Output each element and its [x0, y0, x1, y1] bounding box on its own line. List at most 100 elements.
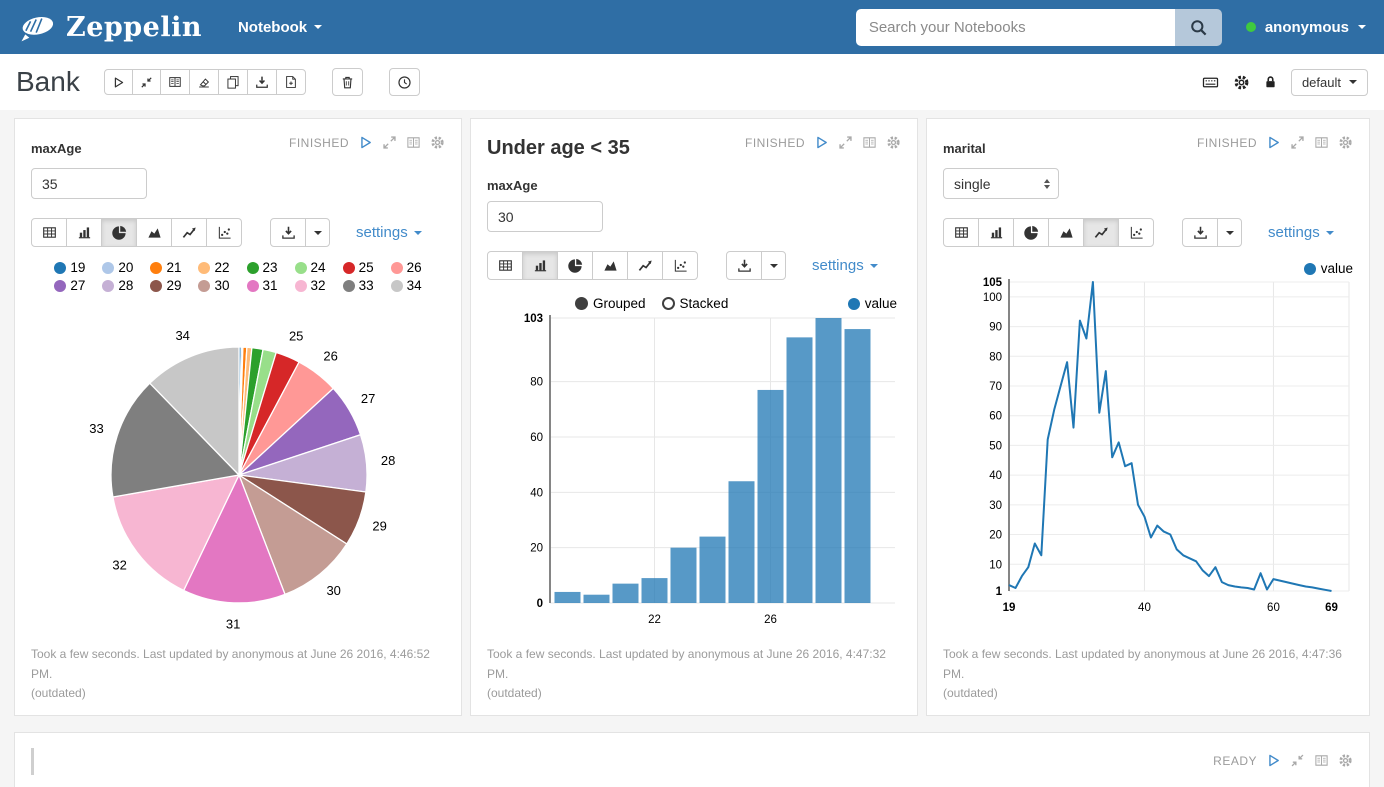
legend-item[interactable]: 31 [246, 278, 278, 293]
status-badge: FINISHED [744, 135, 805, 150]
grouped-mode-radio[interactable]: Grouped [575, 296, 646, 311]
legend-item[interactable]: 27 [54, 278, 85, 293]
chart-type-line-button[interactable] [627, 251, 663, 280]
chart-type-bar-button[interactable] [522, 251, 558, 280]
shrink-paragraph-button[interactable] [1290, 753, 1305, 768]
notebook-menu[interactable]: Notebook [238, 19, 323, 36]
toggle-editor-button[interactable] [1314, 753, 1329, 768]
legend-item[interactable]: 30 [198, 278, 230, 293]
paragraph-settings-button[interactable] [430, 135, 445, 150]
legend-item[interactable]: 20 [102, 260, 133, 275]
legend-item[interactable]: 33 [342, 278, 374, 293]
settings-link[interactable]: settings [356, 224, 422, 241]
legend-item[interactable]: 24 [294, 260, 326, 275]
import-note-button[interactable] [275, 69, 306, 95]
pie-chart[interactable]: 25 26 27 28 29 30 31 32 33 34 [31, 293, 445, 645]
brand[interactable]: Zeppelin [18, 12, 202, 43]
svg-text:30: 30 [989, 500, 1002, 512]
permissions-lock-icon[interactable] [1263, 74, 1278, 90]
download-caret-button[interactable] [305, 218, 330, 247]
legend-item[interactable]: 25 [342, 260, 374, 275]
chart-type-pie-button[interactable] [1013, 218, 1049, 247]
svg-text:60: 60 [989, 411, 1002, 423]
bar-chart[interactable]: 0 20 40 60 80 103 22 26 [487, 311, 901, 641]
download-caret-button[interactable] [1217, 218, 1242, 247]
search-input[interactable] [855, 8, 1175, 46]
paragraph-settings-button[interactable] [1338, 753, 1353, 768]
chart-type-table-button[interactable] [487, 251, 523, 280]
legend-item[interactable]: 19 [54, 260, 85, 275]
download-button[interactable] [270, 218, 306, 247]
toggle-output-button[interactable] [159, 69, 190, 95]
clear-output-button[interactable] [188, 69, 219, 95]
chart-type-scatter-button[interactable] [662, 251, 698, 280]
chart-type-scatter-button[interactable] [1118, 218, 1154, 247]
search-button[interactable] [1174, 8, 1222, 46]
chart-type-bar-button[interactable] [978, 218, 1014, 247]
line-chart[interactable]: 1 10 20 30 40 50 60 70 80 90 100 105 19 40 60 69 [943, 276, 1353, 624]
expand-paragraph-button[interactable] [1290, 135, 1305, 150]
empty-paragraph[interactable]: READY [14, 732, 1370, 787]
toggle-editor-button[interactable] [406, 135, 421, 150]
svg-text:40: 40 [1138, 602, 1151, 614]
chart-type-line-button[interactable] [1083, 218, 1119, 247]
interpreter-selector[interactable]: default [1290, 68, 1368, 96]
maxage-input[interactable] [31, 168, 147, 199]
legend-item[interactable]: 22 [198, 260, 230, 275]
chevron-down-icon [1349, 80, 1357, 84]
download-button[interactable] [1182, 218, 1218, 247]
run-paragraph-button[interactable] [814, 135, 829, 150]
legend-item[interactable]: 21 [150, 260, 181, 275]
legend-item[interactable]: 32 [294, 278, 326, 293]
run-paragraph-button[interactable] [358, 135, 373, 150]
scheduler-button[interactable] [388, 68, 420, 96]
run-all-button[interactable] [103, 69, 133, 95]
series-legend-item[interactable]: value [1303, 261, 1353, 276]
chart-type-area-button[interactable] [592, 251, 628, 280]
download-caret-button[interactable] [761, 251, 786, 280]
run-paragraph-button[interactable] [1266, 135, 1281, 150]
chart-type-area-button[interactable] [136, 218, 172, 247]
result-note: Took a few seconds. Last updated by anon… [487, 647, 886, 700]
expand-paragraph-button[interactable] [382, 135, 397, 150]
chart-type-scatter-button[interactable] [206, 218, 242, 247]
interpreter-gear-icon[interactable] [1233, 74, 1250, 91]
settings-link[interactable]: settings [812, 257, 878, 274]
chart-type-pie-button[interactable] [101, 218, 137, 247]
legend-label: 31 [262, 278, 278, 293]
keyboard-shortcuts-icon[interactable] [1201, 74, 1220, 91]
settings-link[interactable]: settings [1268, 224, 1334, 241]
chart-type-line-button[interactable] [171, 218, 207, 247]
paragraph-title: Under age < 35 [487, 137, 630, 159]
legend-item[interactable]: 34 [390, 278, 422, 293]
legend-label: 23 [262, 260, 278, 275]
download-button[interactable] [726, 251, 762, 280]
stacked-mode-radio[interactable]: Stacked [661, 296, 728, 311]
clone-note-button[interactable] [217, 69, 248, 95]
export-note-button[interactable] [246, 69, 277, 95]
legend-item[interactable]: 26 [390, 260, 422, 275]
chart-type-table-button[interactable] [943, 218, 979, 247]
run-paragraph-button[interactable] [1266, 753, 1281, 768]
maxage-input[interactable] [487, 201, 603, 232]
editor-cursor[interactable] [31, 748, 34, 775]
chart-type-bar-button[interactable] [66, 218, 102, 247]
download-icon [255, 75, 269, 89]
chart-type-area-button[interactable] [1048, 218, 1084, 247]
toggle-editor-button[interactable] [1314, 135, 1329, 150]
delete-note-button[interactable] [331, 68, 363, 96]
chart-type-pie-button[interactable] [557, 251, 593, 280]
paragraph-settings-button[interactable] [1338, 135, 1353, 150]
expand-paragraph-button[interactable] [838, 135, 853, 150]
legend-item[interactable]: 29 [150, 278, 181, 293]
series-legend-item[interactable]: value [847, 296, 897, 311]
toggle-code-button[interactable] [131, 69, 161, 95]
line-chart-icon [182, 225, 197, 240]
legend-item[interactable]: 23 [246, 260, 278, 275]
legend-item[interactable]: 28 [102, 278, 133, 293]
toggle-editor-button[interactable] [862, 135, 877, 150]
user-menu[interactable]: anonymous [1245, 19, 1366, 36]
chart-type-table-button[interactable] [31, 218, 67, 247]
marital-select[interactable]: single [943, 168, 1059, 199]
paragraph-settings-button[interactable] [886, 135, 901, 150]
